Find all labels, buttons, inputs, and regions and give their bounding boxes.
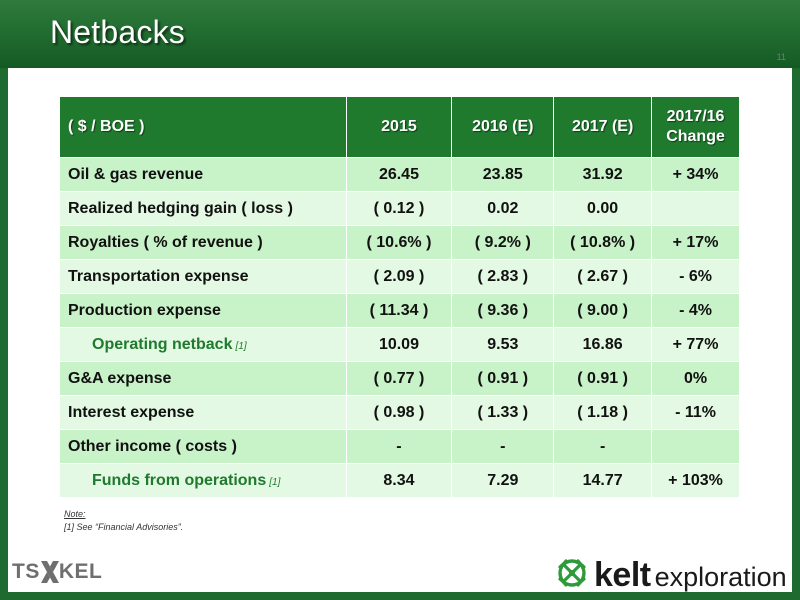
value-2015: - — [345, 429, 453, 464]
table-row: Production expense ( 11.34 ) ( 9.36 ) ( … — [59, 293, 740, 328]
value-2016: ( 1.33 ) — [451, 395, 555, 430]
value-2016: 7.29 — [451, 463, 555, 498]
table-row: Interest expense ( 0.98 ) ( 1.33 ) ( 1.1… — [59, 395, 740, 430]
slide-header: Netbacks — [0, 0, 800, 68]
value-change: + 103% — [651, 463, 740, 498]
table-row: Royalties ( % of revenue ) ( 10.6% ) ( 9… — [59, 225, 740, 260]
value-2015: ( 2.09 ) — [345, 259, 453, 294]
value-2017: - — [553, 429, 653, 464]
row-label: Realized hedging gain ( loss ) — [59, 191, 347, 226]
value-2016: ( 0.91 ) — [451, 361, 555, 396]
subtotal-label: Operating netback — [92, 335, 233, 353]
value-change — [651, 429, 740, 464]
table-row-subtotal: Operating netback [1] 10.09 9.53 16.86 + … — [59, 327, 740, 362]
table-row: Realized hedging gain ( loss ) ( 0.12 ) … — [59, 191, 740, 226]
value-2016: 0.02 — [451, 191, 555, 226]
header-units: ( $ / BOE ) — [59, 96, 347, 158]
value-2015: 26.45 — [345, 157, 453, 192]
row-label: Production expense — [59, 293, 347, 328]
value-2017: ( 2.67 ) — [553, 259, 653, 294]
value-2016: 9.53 — [451, 327, 555, 362]
netbacks-table: ( $ / BOE ) 2015 2016 (E) 2017 (E) 2017/… — [59, 96, 740, 498]
value-2015: 10.09 — [345, 327, 453, 362]
row-label-subtotal: Operating netback [1] — [59, 327, 347, 362]
note-line: [1] See “Financial Advisories”. — [64, 522, 184, 532]
celtic-knot-icon — [556, 557, 588, 594]
header-change: 2017/16 Change — [651, 96, 740, 158]
value-change: + 17% — [651, 225, 740, 260]
kelt-logo-word: kelt — [594, 556, 651, 594]
value-2016: - — [451, 429, 555, 464]
row-label: Oil & gas revenue — [59, 157, 347, 192]
kelt-exploration-logo: kelt exploration — [556, 556, 787, 595]
page-number: 11 — [776, 52, 786, 62]
value-2015: 8.34 — [345, 463, 453, 498]
value-change — [651, 191, 740, 226]
header-2017: 2017 (E) — [553, 96, 653, 158]
subtotal-label: Funds from operations — [92, 471, 267, 489]
footnote-block: Note: [1] See “Financial Advisories”. — [64, 508, 183, 534]
row-label: Other income ( costs ) — [59, 429, 347, 464]
value-2016: ( 9.36 ) — [451, 293, 555, 328]
value-2016: ( 2.83 ) — [451, 259, 555, 294]
footnote-ref: [1] — [235, 340, 247, 352]
table-header-row: ( $ / BOE ) 2015 2016 (E) 2017 (E) 2017/… — [59, 96, 740, 158]
row-label: G&A expense — [59, 361, 347, 396]
value-change: - 6% — [651, 259, 740, 294]
value-2015: ( 10.6% ) — [345, 225, 453, 260]
table-row-subtotal: Funds from operations [1] 8.34 7.29 14.77… — [59, 463, 740, 498]
value-change: + 77% — [651, 327, 740, 362]
value-2017: 14.77 — [553, 463, 653, 498]
tsx-kel-logo: TS KEL — [12, 560, 102, 584]
value-2015: ( 0.98 ) — [345, 395, 453, 430]
value-2017: 31.92 — [553, 157, 653, 192]
table-row: G&A expense ( 0.77 ) ( 0.91 ) ( 0.91 ) 0… — [59, 361, 740, 396]
bottom-border — [0, 592, 800, 600]
value-2015: ( 0.12 ) — [345, 191, 453, 226]
value-2016: ( 9.2% ) — [451, 225, 555, 260]
tsx-logo-right: KEL — [58, 560, 103, 583]
value-change: 0% — [651, 361, 740, 396]
value-2017: ( 1.18 ) — [553, 395, 653, 430]
header-change-line1: 2017/16 — [666, 108, 725, 125]
table-row: Oil & gas revenue 26.45 23.85 31.92 + 34… — [59, 157, 740, 192]
table-row: Transportation expense ( 2.09 ) ( 2.83 )… — [59, 259, 740, 294]
slide-title: Netbacks — [50, 14, 185, 50]
row-label: Interest expense — [59, 395, 347, 430]
value-2017: 16.86 — [553, 327, 653, 362]
value-2017: ( 9.00 ) — [553, 293, 653, 328]
value-2017: ( 10.8% ) — [553, 225, 653, 260]
row-label-subtotal: Funds from operations [1] — [59, 463, 347, 498]
value-2016: 23.85 — [451, 157, 555, 192]
header-2015: 2015 — [345, 96, 453, 158]
value-2017: 0.00 — [553, 191, 653, 226]
row-label: Royalties ( % of revenue ) — [59, 225, 347, 260]
footnote-ref: [1] — [269, 476, 281, 488]
value-2015: ( 11.34 ) — [345, 293, 453, 328]
right-border — [792, 68, 800, 600]
table-row: Other income ( costs ) - - - — [59, 429, 740, 464]
tsx-x-icon — [40, 561, 59, 583]
value-change: + 34% — [651, 157, 740, 192]
value-2017: ( 0.91 ) — [553, 361, 653, 396]
note-title: Note: — [64, 509, 86, 519]
left-border — [0, 68, 8, 600]
row-label: Transportation expense — [59, 259, 347, 294]
value-change: - 4% — [651, 293, 740, 328]
header-2016: 2016 (E) — [451, 96, 555, 158]
header-change-line2: Change — [666, 128, 725, 145]
tsx-logo-left: TS — [12, 560, 40, 583]
value-change: - 11% — [651, 395, 740, 430]
kelt-logo-subtitle: exploration — [654, 561, 787, 592]
value-2015: ( 0.77 ) — [345, 361, 453, 396]
